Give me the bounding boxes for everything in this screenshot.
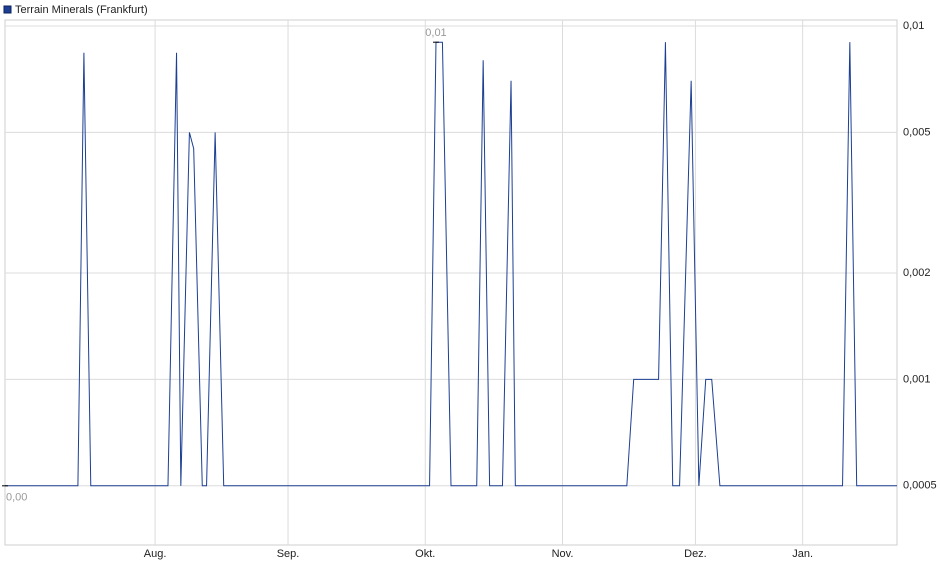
y-tick-label: 0,005 bbox=[903, 126, 931, 138]
max-label: 0,01 bbox=[425, 27, 446, 39]
x-tick-label: Dez. bbox=[684, 548, 707, 560]
x-tick-label: Jan. bbox=[792, 548, 813, 560]
y-tick-label: 0,0005 bbox=[903, 480, 937, 492]
y-tick-label: 0,01 bbox=[903, 20, 924, 32]
price-line bbox=[5, 41, 897, 487]
x-tick-label: Okt. bbox=[415, 548, 435, 560]
x-tick-label: Nov. bbox=[552, 548, 574, 560]
x-tick-label: Sep. bbox=[277, 548, 300, 560]
y-tick-label: 0,001 bbox=[903, 373, 931, 385]
legend-label: Terrain Minerals (Frankfurt) bbox=[15, 4, 148, 16]
x-tick-label: Aug. bbox=[144, 548, 167, 560]
plot-frame bbox=[4, 19, 898, 546]
y-tick-label: 0,002 bbox=[903, 267, 931, 279]
legend-swatch bbox=[3, 5, 12, 14]
min-label: 0,00 bbox=[6, 492, 27, 504]
